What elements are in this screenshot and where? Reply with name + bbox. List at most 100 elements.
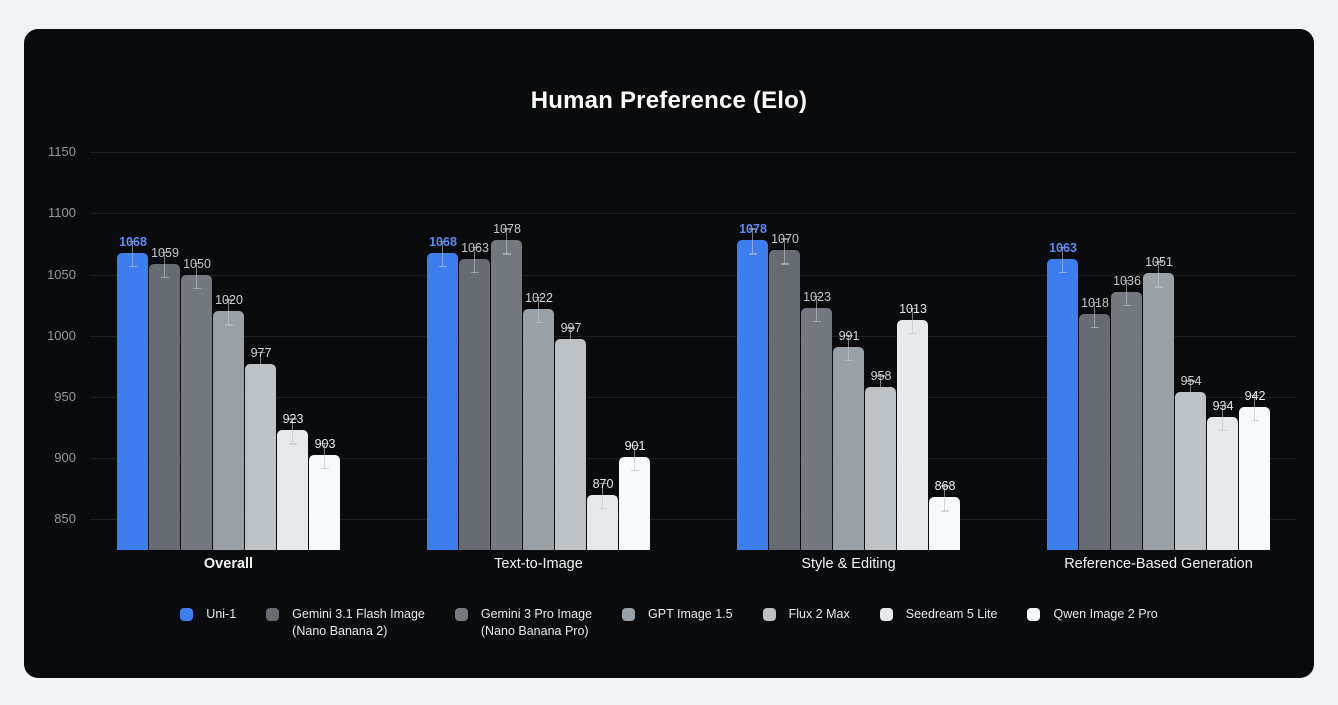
bar-gemini-3-1-flash-image-nano-banana-2[interactable] — [149, 263, 180, 550]
error-bar-cap-top — [1186, 380, 1195, 382]
y-tick-label: 1100 — [48, 205, 76, 221]
error-bar-cap-top — [288, 418, 297, 420]
legend-swatch — [454, 608, 468, 621]
error-bar-cap-bottom — [630, 469, 639, 472]
legend-item-seedream-5-lite[interactable]: Seedream 5 Lite — [879, 606, 997, 623]
y-tick-label: 1050 — [47, 266, 76, 282]
error-bar-cap-bottom — [438, 265, 447, 268]
error-bar-cap-bottom — [1122, 304, 1131, 307]
legend-item-gemini-3-pro-image-nano-banana-pro[interactable]: Gemini 3 Pro Image (Nano Banana Pro) — [454, 606, 593, 640]
bar-qwen-image-2-pro[interactable] — [619, 456, 650, 550]
error-bar-cap-bottom — [780, 263, 789, 265]
bar-gemini-3-pro-image-nano-banana-pro[interactable] — [1111, 291, 1142, 550]
bar-seedream-5-lite[interactable] — [277, 430, 308, 550]
legend-item-qwen-image-2-pro[interactable]: Qwen Image 2 Pro — [1027, 606, 1158, 623]
y-tick-label: 1000 — [47, 327, 76, 343]
error-bar-cap-bottom — [1218, 429, 1227, 432]
bar-flux-2-max[interactable] — [865, 387, 896, 550]
error-bar-cap-bottom — [940, 510, 949, 512]
bar-gpt-image-1-5[interactable] — [523, 308, 554, 550]
error-bar — [227, 299, 230, 326]
error-bar-cap-bottom — [224, 324, 233, 326]
legend-label: Gemini 3 Pro Image (Nano Banana Pro) — [480, 607, 593, 638]
error-bar-cap-top — [1090, 301, 1099, 304]
error-bar — [1221, 404, 1224, 431]
bar-value-label: 1063 — [1049, 240, 1077, 255]
error-bar — [323, 442, 326, 469]
error-bar-cap-top — [470, 246, 479, 249]
error-bar — [473, 246, 476, 273]
bar-uni-1[interactable] — [737, 240, 768, 550]
bar-gpt-image-1-5[interactable] — [833, 346, 864, 550]
bar-gemini-3-1-flash-image-nano-banana-2[interactable] — [769, 250, 800, 550]
bar-flux-2-max[interactable] — [555, 339, 586, 550]
legend-item-gpt-image-1-5[interactable]: GPT Image 1.5 — [622, 606, 733, 623]
bar-gpt-image-1-5[interactable] — [1143, 273, 1174, 550]
bar-value-label: 923 — [282, 412, 304, 427]
gridline — [90, 274, 1296, 276]
error-bar — [751, 228, 754, 255]
bar-flux-2-max[interactable] — [1175, 392, 1206, 550]
bar-uni-1[interactable] — [1047, 258, 1078, 550]
x-axis-label: Text-to-Image — [494, 556, 583, 572]
bar-value-label: 1023 — [803, 289, 831, 304]
error-bar-cap-top — [844, 334, 853, 337]
legend-item-gemini-3-1-flash-image-nano-banana-2[interactable]: Gemini 3.1 Flash Image (Nano Banana 2) — [266, 606, 425, 640]
bar-gemini-3-1-flash-image-nano-banana-2[interactable] — [1079, 313, 1110, 550]
error-bar-cap-bottom — [812, 320, 821, 323]
error-bar-cap-bottom — [1250, 419, 1259, 422]
bar-gemini-3-1-flash-image-nano-banana-2[interactable] — [459, 258, 490, 550]
chart-title: Human Preference (Elo) — [530, 87, 808, 114]
bar-value-label: 1051 — [1145, 255, 1173, 270]
legend-swatch — [180, 608, 194, 621]
bar-uni-1[interactable] — [117, 252, 148, 550]
error-bar-cap-bottom — [1090, 326, 1099, 329]
legend-item-uni-1[interactable]: Uni-1 — [180, 606, 236, 623]
bar-value-label: 1036 — [1113, 273, 1141, 288]
bar-gemini-3-pro-image-nano-banana-pro[interactable] — [181, 274, 212, 550]
y-tick-label: 900 — [54, 450, 76, 466]
error-bar — [537, 296, 540, 323]
bar-flux-2-max[interactable] — [245, 363, 276, 550]
error-bar — [1093, 301, 1096, 328]
bar-qwen-image-2-pro[interactable] — [309, 454, 340, 550]
bar-value-label: 901 — [624, 438, 646, 453]
bar-value-label: 1070 — [771, 232, 799, 247]
error-bar — [879, 375, 882, 402]
error-bar-cap-bottom — [748, 253, 757, 255]
error-bar — [847, 334, 850, 361]
error-bar — [1157, 261, 1160, 288]
bar-gemini-3-pro-image-nano-banana-pro[interactable] — [491, 240, 522, 550]
x-axis-label: Reference-Based Generation — [1064, 556, 1253, 572]
bar-qwen-image-2-pro[interactable] — [1239, 406, 1270, 550]
bar-value-label: 1050 — [183, 256, 211, 271]
error-bar-cap-bottom — [566, 352, 575, 354]
legend-swatch — [622, 608, 636, 621]
bar-value-label: 934 — [1212, 398, 1234, 413]
error-bar-cap-bottom — [288, 443, 297, 445]
error-bar-cap-bottom — [1058, 271, 1067, 274]
legend-swatch — [1027, 608, 1041, 621]
y-tick-label: 1150 — [48, 144, 76, 160]
bar-gpt-image-1-5[interactable] — [213, 311, 244, 550]
bar-seedream-5-lite[interactable] — [897, 319, 928, 550]
gridline — [90, 397, 1296, 398]
error-bar-cap-top — [438, 240, 447, 243]
error-bar — [505, 228, 508, 255]
error-bar — [1189, 380, 1192, 407]
legend-label: Qwen Image 2 Pro — [1053, 607, 1158, 621]
error-bar-cap-top — [502, 228, 511, 230]
bar-uni-1[interactable] — [427, 252, 458, 550]
legend-item-flux-2-max[interactable]: Flux 2 Max — [762, 606, 850, 623]
error-bar-cap-top — [876, 375, 885, 377]
bar-value-label: 997 — [560, 321, 582, 336]
error-bar — [1253, 394, 1256, 421]
bar-value-label: 868 — [934, 479, 956, 494]
bar-value-label: 954 — [1180, 374, 1202, 389]
error-bar-cap-bottom — [1154, 286, 1163, 288]
bar-seedream-5-lite[interactable] — [1207, 416, 1238, 550]
error-bar — [259, 351, 262, 378]
error-bar-cap-bottom — [502, 253, 511, 255]
bar-value-label: 942 — [1244, 388, 1266, 403]
bar-gemini-3-pro-image-nano-banana-pro[interactable] — [801, 307, 832, 550]
